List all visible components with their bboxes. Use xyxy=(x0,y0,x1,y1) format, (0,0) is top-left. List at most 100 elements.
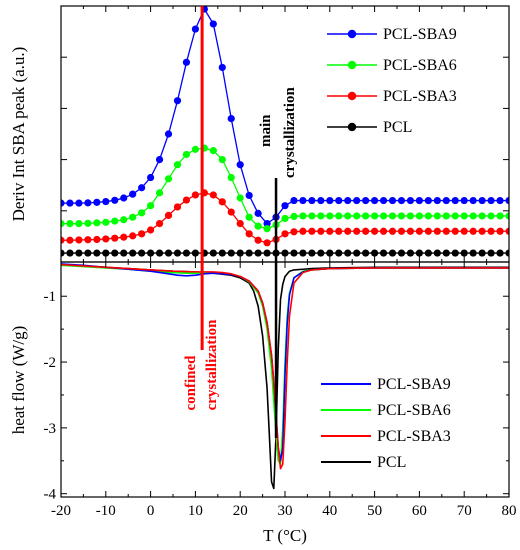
x-tick-label: -20 xyxy=(51,503,71,519)
data-point-pcl-sba9 xyxy=(505,196,509,205)
data-point-pcl-sba6 xyxy=(371,212,379,220)
data-point-pcl-sba6 xyxy=(451,212,459,220)
data-point-pcl-sba3 xyxy=(138,230,146,238)
data-point-pcl-sba9 xyxy=(173,97,182,105)
data-point-pcl-sba6 xyxy=(129,213,137,221)
data-point-pcl-sba6 xyxy=(299,212,307,220)
x-tick-label: 60 xyxy=(412,503,427,519)
data-point-pcl-sba3 xyxy=(397,227,406,235)
y-tick-label: -1 xyxy=(44,289,57,305)
bottom-y-axis-title: heat flow (W/g) xyxy=(9,326,28,435)
data-point-pcl-sba6 xyxy=(344,212,352,220)
data-point-pcl-sba6 xyxy=(102,218,110,226)
data-point-pcl-sba9 xyxy=(460,196,468,205)
bottom-panel: -20 -10 0 10 20 30 40 50 60 70 80 -1 -2 -3 -4 heat flo… xyxy=(9,6,517,545)
data-point-pcl-sba6 xyxy=(424,212,432,220)
x-tick-label: 40 xyxy=(322,503,337,519)
data-point-pcl xyxy=(406,249,415,257)
data-point-pcl xyxy=(173,249,182,257)
legend-marker xyxy=(347,29,357,39)
data-point-pcl-sba6 xyxy=(442,212,450,220)
legend-item-pcl-sba9: PCL-SBA9 xyxy=(321,376,451,393)
data-point-pcl xyxy=(164,249,173,257)
x-tick-label: 80 xyxy=(502,503,517,519)
data-point-pcl xyxy=(415,249,423,257)
data-point-pcl-sba9 xyxy=(66,199,74,207)
data-point-pcl-sba6 xyxy=(120,216,128,224)
y-tick-label: -4 xyxy=(44,487,57,503)
series-pcl-sba3 xyxy=(61,189,509,247)
data-point-pcl xyxy=(496,249,504,257)
data-point-pcl xyxy=(308,249,316,257)
data-point-pcl-sba3 xyxy=(191,191,199,199)
data-point-pcl-sba3 xyxy=(487,227,495,235)
data-point-pcl-sba3 xyxy=(236,220,244,228)
data-point-pcl-sba6 xyxy=(93,219,101,227)
confined-annotation-line2: crystallization xyxy=(204,319,220,410)
x-tick-label: -10 xyxy=(96,503,116,519)
top-panel: Deriv Int SBA peak (a.u.) PCL-SBA9PCL-SB… xyxy=(9,5,510,263)
data-point-pcl-sba3 xyxy=(93,235,101,244)
data-point-pcl-sba3 xyxy=(84,236,92,244)
data-point-pcl-sba9 xyxy=(182,58,191,66)
data-point-pcl-sba3 xyxy=(433,227,441,235)
data-point-pcl xyxy=(290,249,298,257)
data-point-pcl-sba9 xyxy=(487,196,495,205)
data-point-pcl xyxy=(138,249,146,257)
legend-item-pcl-sba6: PCL-SBA6 xyxy=(327,57,457,74)
data-point-pcl xyxy=(353,249,361,257)
data-point-pcl-sba3 xyxy=(469,227,477,235)
data-point-pcl-sba6 xyxy=(75,220,83,228)
data-point-pcl-sba6 xyxy=(155,189,164,197)
data-point-pcl xyxy=(388,249,397,257)
data-point-pcl-sba9 xyxy=(227,115,235,123)
data-point-pcl-sba6 xyxy=(478,212,486,220)
data-point-pcl-sba3 xyxy=(505,227,509,235)
data-point-pcl xyxy=(505,249,509,257)
data-point-pcl-sba9 xyxy=(335,196,343,205)
legend-item-pcl-sba6: PCL-SBA6 xyxy=(321,402,451,419)
data-point-pcl-sba9 xyxy=(120,194,128,202)
data-point-pcl-sba9 xyxy=(326,196,334,205)
data-point-pcl xyxy=(433,249,441,257)
data-point-pcl-sba9 xyxy=(353,196,361,205)
y-tick-label: -3 xyxy=(44,421,57,437)
legend-item-pcl: PCL xyxy=(327,119,412,136)
data-point-pcl-sba3 xyxy=(460,227,468,235)
top-tick-layer xyxy=(60,6,510,262)
data-point-pcl xyxy=(478,249,486,257)
data-point-pcl-sba6 xyxy=(326,212,334,220)
data-point-pcl xyxy=(460,249,468,257)
data-point-pcl-sba6 xyxy=(66,220,74,228)
data-point-pcl-sba3 xyxy=(75,236,83,244)
data-point-pcl-sba9 xyxy=(433,196,441,205)
data-point-pcl-sba9 xyxy=(379,196,388,205)
data-point-pcl-sba3 xyxy=(66,236,74,244)
data-point-pcl-sba9 xyxy=(102,197,110,206)
data-point-pcl-sba9 xyxy=(254,209,262,217)
marker-line-layer xyxy=(200,6,278,438)
data-point-pcl-sba3 xyxy=(335,227,343,235)
data-point-pcl-sba9 xyxy=(308,196,316,205)
data-point-pcl xyxy=(102,249,110,257)
legend-label: PCL-SBA9 xyxy=(383,26,457,43)
data-point-pcl-sba3 xyxy=(371,227,379,235)
data-point-pcl-sba3 xyxy=(111,234,119,242)
data-point-pcl-sba6 xyxy=(496,212,504,220)
data-point-pcl-sba9 xyxy=(415,196,423,205)
confined-annotation-line1: confined xyxy=(183,355,199,411)
legend-label: PCL xyxy=(377,454,406,471)
data-point-pcl xyxy=(120,249,128,257)
data-point-pcl-sba3 xyxy=(406,227,415,235)
data-point-pcl xyxy=(299,249,307,257)
data-point-pcl-sba6 xyxy=(84,219,92,227)
data-point-pcl-sba6 xyxy=(209,147,217,155)
data-point-pcl xyxy=(218,249,226,257)
data-point-pcl xyxy=(469,249,477,257)
data-point-pcl-sba9 xyxy=(371,196,379,205)
data-point-pcl-sba6 xyxy=(111,217,119,225)
data-point-pcl xyxy=(379,249,388,257)
legend-item-pcl: PCL xyxy=(321,454,406,471)
data-point-pcl-sba3 xyxy=(379,227,388,235)
series-pcl xyxy=(61,249,509,257)
